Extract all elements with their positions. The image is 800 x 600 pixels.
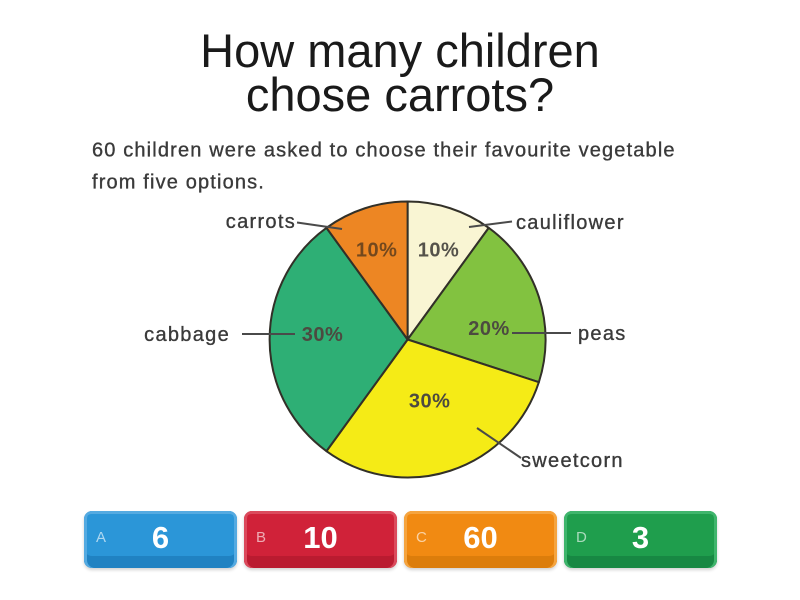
svg-text:10%: 10% xyxy=(356,240,398,262)
svg-text:60 children were asked to choo: 60 children were asked to choose their f… xyxy=(92,140,676,162)
svg-text:peas: peas xyxy=(578,323,627,345)
svg-text:cauliflower: cauliflower xyxy=(516,212,625,234)
svg-text:20%: 20% xyxy=(468,318,510,340)
svg-text:10%: 10% xyxy=(418,240,460,262)
svg-text:sweetcorn: sweetcorn xyxy=(521,450,624,472)
svg-text:carrots: carrots xyxy=(226,211,296,233)
svg-text:cabbage: cabbage xyxy=(144,324,230,346)
svg-text:30%: 30% xyxy=(302,324,344,346)
svg-text:30%: 30% xyxy=(409,391,451,413)
svg-text:from five options.: from five options. xyxy=(92,172,265,194)
